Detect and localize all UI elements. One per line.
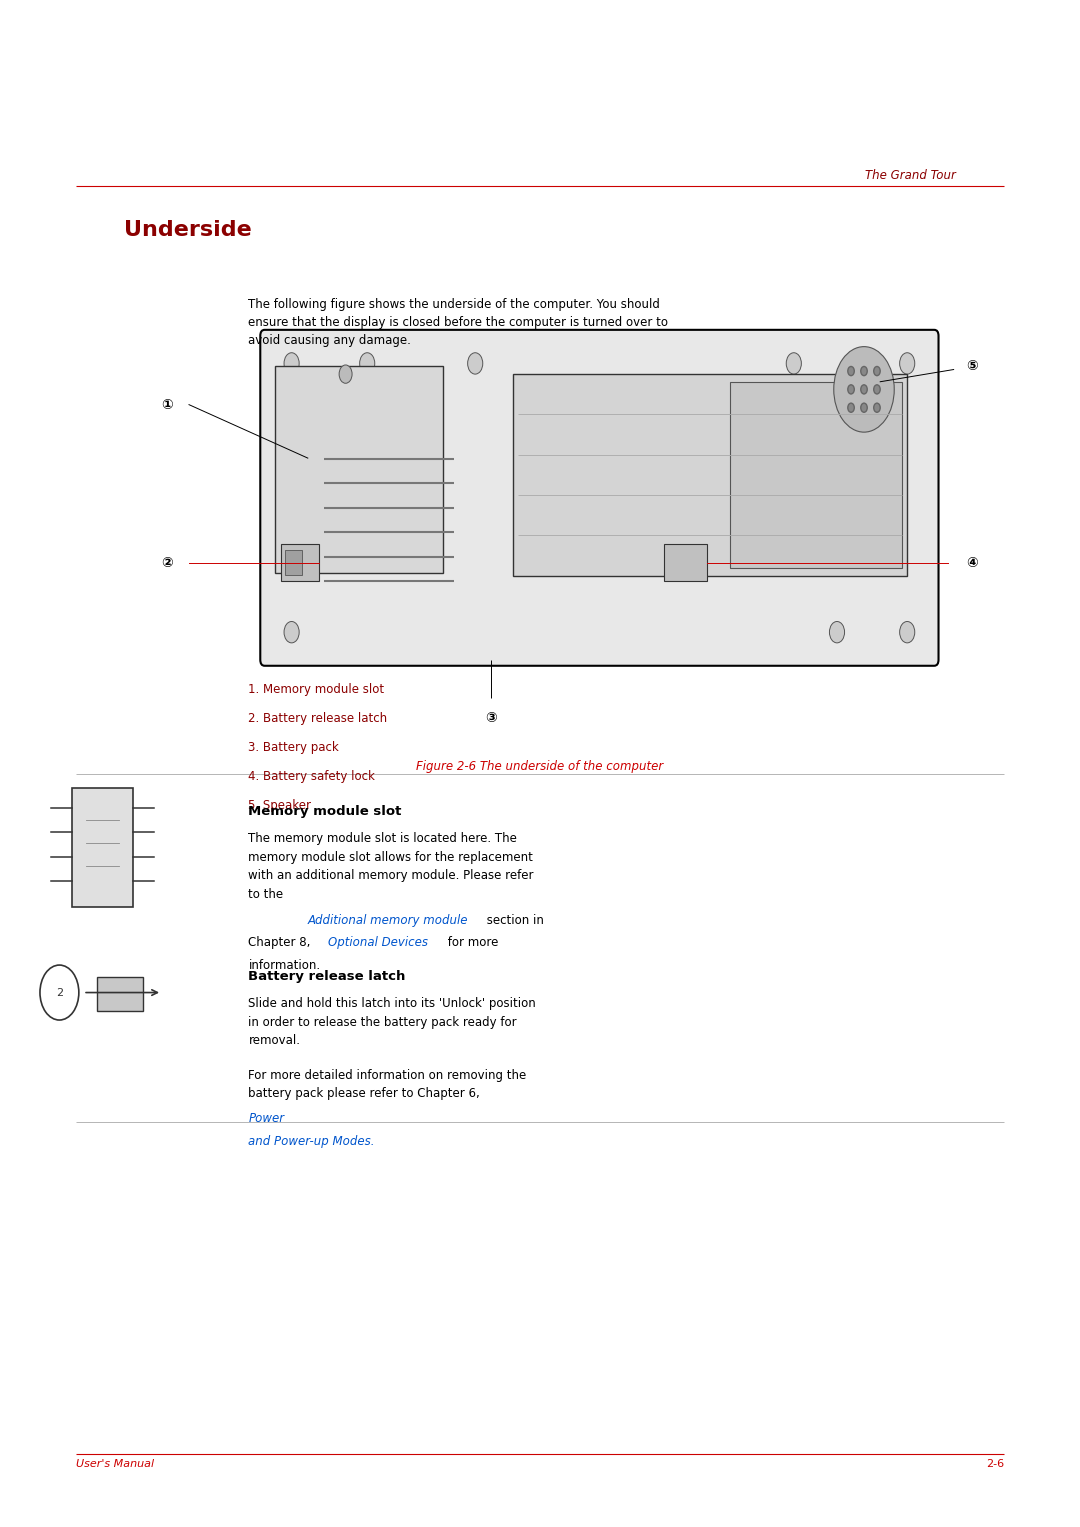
Text: ④: ④: [967, 556, 977, 570]
Circle shape: [284, 353, 299, 374]
Circle shape: [468, 353, 483, 374]
Bar: [513, 374, 907, 576]
Circle shape: [40, 965, 79, 1020]
Text: Figure 2-6 The underside of the computer: Figure 2-6 The underside of the computer: [417, 760, 663, 774]
Text: and Power-up Modes.: and Power-up Modes.: [248, 1135, 375, 1148]
Circle shape: [861, 385, 867, 394]
Text: 4. Battery safety lock: 4. Battery safety lock: [248, 770, 375, 783]
Text: ③: ③: [486, 710, 497, 725]
Text: Slide and hold this latch into its 'Unlock' position
in order to release the bat: Slide and hold this latch into its 'Unlo…: [248, 997, 536, 1048]
Circle shape: [786, 353, 801, 374]
Text: Underside: Underside: [124, 220, 252, 240]
Bar: [275, 366, 443, 573]
Bar: [730, 382, 902, 568]
Text: Memory module slot: Memory module slot: [248, 805, 402, 818]
Circle shape: [851, 353, 866, 374]
Circle shape: [848, 403, 854, 412]
Text: ②: ②: [162, 556, 173, 570]
Text: Additional memory module: Additional memory module: [308, 913, 469, 927]
Text: User's Manual: User's Manual: [76, 1458, 153, 1469]
Text: section in: section in: [483, 913, 543, 927]
Circle shape: [900, 621, 915, 643]
Text: Power: Power: [248, 1112, 284, 1125]
Circle shape: [829, 621, 845, 643]
Text: For more detailed information on removing the
battery pack please refer to Chapt: For more detailed information on removin…: [248, 1069, 527, 1101]
Circle shape: [284, 621, 299, 643]
Text: 2: 2: [56, 988, 63, 997]
Circle shape: [861, 403, 867, 412]
Text: Chapter 8,: Chapter 8,: [248, 936, 314, 950]
Text: ①: ①: [162, 397, 173, 412]
Bar: [97, 977, 143, 1011]
Text: 5. Speaker: 5. Speaker: [248, 799, 311, 812]
Bar: [281, 544, 319, 580]
Text: ⑤: ⑤: [967, 359, 977, 374]
Text: information.: information.: [248, 959, 321, 973]
Text: 2. Battery release latch: 2. Battery release latch: [248, 712, 388, 725]
Text: Optional Devices: Optional Devices: [328, 936, 429, 950]
Circle shape: [360, 353, 375, 374]
Bar: [664, 544, 707, 580]
Circle shape: [848, 385, 854, 394]
Circle shape: [874, 385, 880, 394]
Circle shape: [861, 366, 867, 376]
FancyBboxPatch shape: [260, 330, 939, 666]
Text: 3. Battery pack: 3. Battery pack: [248, 741, 339, 754]
Circle shape: [848, 366, 854, 376]
Text: The following figure shows the underside of the computer. You should
ensure that: The following figure shows the underside…: [248, 298, 669, 347]
Circle shape: [900, 353, 915, 374]
Text: The Grand Tour: The Grand Tour: [865, 168, 956, 182]
Bar: [72, 788, 133, 907]
Circle shape: [874, 403, 880, 412]
Circle shape: [339, 365, 352, 383]
Text: for more: for more: [444, 936, 498, 950]
Circle shape: [874, 366, 880, 376]
Text: Battery release latch: Battery release latch: [248, 970, 406, 983]
Text: 2-6: 2-6: [986, 1458, 1004, 1469]
Circle shape: [834, 347, 894, 432]
Text: 1. Memory module slot: 1. Memory module slot: [248, 683, 384, 696]
Bar: [285, 550, 302, 574]
Text: The memory module slot is located here. The
memory module slot allows for the re: The memory module slot is located here. …: [248, 832, 534, 901]
